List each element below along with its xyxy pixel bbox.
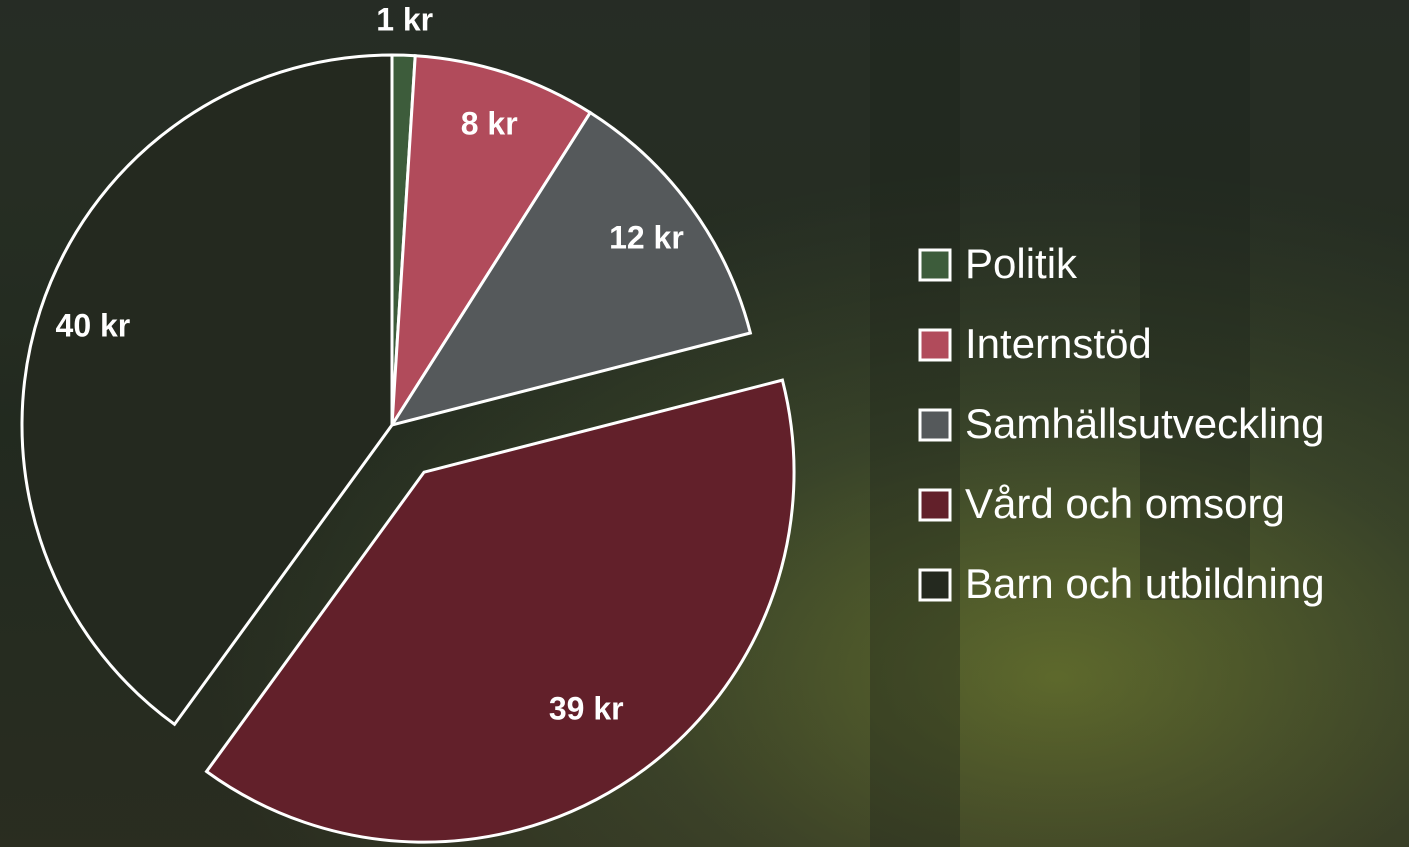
value-label: 8 kr bbox=[461, 105, 518, 141]
legend-swatch bbox=[918, 408, 952, 442]
pie-slice bbox=[388, 110, 753, 428]
background-tree bbox=[1140, 0, 1250, 600]
legend-label: Samhällsutveckling bbox=[965, 400, 1325, 447]
legend-label: Vård och omsorg bbox=[965, 480, 1285, 527]
value-label: 12 kr bbox=[609, 220, 684, 256]
pie-slice bbox=[20, 53, 394, 727]
legend-swatch bbox=[918, 568, 952, 602]
legend-label: Barn och utbildning bbox=[965, 560, 1325, 607]
value-label: 1 kr bbox=[376, 2, 433, 38]
legend-label: Internstöd bbox=[965, 320, 1152, 367]
pie-slice bbox=[390, 54, 593, 426]
legend-swatch bbox=[918, 328, 952, 362]
legend-swatch bbox=[918, 248, 952, 282]
legend-swatch bbox=[918, 488, 952, 522]
value-label: 40 kr bbox=[56, 307, 131, 343]
value-label: 39 kr bbox=[549, 690, 624, 726]
legend-label: Politik bbox=[965, 240, 1078, 287]
pie-slice bbox=[204, 378, 796, 844]
